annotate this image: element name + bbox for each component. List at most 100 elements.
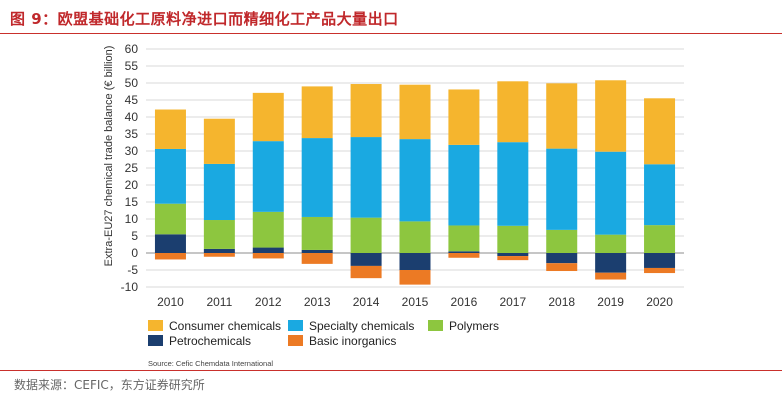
legend-swatch-basic-inorganics xyxy=(288,335,303,346)
bars xyxy=(154,80,676,285)
bar-consumer-chemicals-2010 xyxy=(154,109,186,149)
bar-basic-inorganics-2015 xyxy=(399,270,431,285)
x-tick-label: 2010 xyxy=(157,295,184,309)
title-divider xyxy=(0,33,782,34)
bar-petrochemicals-2015 xyxy=(399,253,431,270)
bar-polymers-2011 xyxy=(203,220,235,249)
bar-polymers-2012 xyxy=(252,211,284,248)
legend-swatch-petrochemicals xyxy=(148,335,163,346)
axis-ticks: -10 -5 0 5 10 15 20 25 30 35 40 45 50 55 60 2010 2011 201… xyxy=(121,42,674,309)
bar-basic-inorganics-2019 xyxy=(595,272,627,280)
bar-consumer-chemicals-2020 xyxy=(644,98,676,165)
bar-basic-inorganics-2013 xyxy=(301,253,333,264)
footer-divider xyxy=(0,370,782,371)
bar-basic-inorganics-2011 xyxy=(203,253,235,257)
bar-consumer-chemicals-2012 xyxy=(252,92,284,142)
bar-petrochemicals-2012 xyxy=(252,247,284,253)
gridlines xyxy=(146,48,684,288)
y-tick-label: 20 xyxy=(125,178,139,192)
y-tick-label: -10 xyxy=(121,280,139,294)
bar-petrochemicals-2017 xyxy=(497,253,529,257)
bar-basic-inorganics-2018 xyxy=(546,263,578,272)
y-tick-label: 55 xyxy=(125,59,139,73)
x-tick-label: 2017 xyxy=(499,295,526,309)
trade-balance-chart: -10 -5 0 5 10 15 20 25 30 35 40 45 50 55 60 2010 2011 201… xyxy=(103,42,684,368)
bar-specialty-chemicals-2016 xyxy=(448,144,480,226)
bar-basic-inorganics-2017 xyxy=(497,256,529,261)
bar-consumer-chemicals-2014 xyxy=(350,84,382,138)
bar-specialty-chemicals-2015 xyxy=(399,139,431,222)
bar-consumer-chemicals-2011 xyxy=(203,118,235,164)
bar-specialty-chemicals-2010 xyxy=(154,148,186,204)
y-tick-label: 15 xyxy=(125,195,139,209)
bar-specialty-chemicals-2011 xyxy=(203,163,235,221)
y-tick-label: 50 xyxy=(125,76,139,90)
x-tick-label: 2018 xyxy=(548,295,575,309)
y-tick-label: 35 xyxy=(125,127,139,141)
bar-specialty-chemicals-2020 xyxy=(644,164,676,226)
legend-swatch-polymers xyxy=(428,320,443,331)
bar-polymers-2019 xyxy=(595,234,627,253)
y-axis-title: Extra-EU27 chemical trade balance (€ bil… xyxy=(103,46,115,267)
legend-label-petrochemicals: Petrochemicals xyxy=(169,334,251,348)
x-tick-label: 2016 xyxy=(451,295,478,309)
chart-source-note: Source: Cefic Chemdata International xyxy=(148,359,273,368)
bar-consumer-chemicals-2013 xyxy=(301,86,333,139)
legend-swatch-specialty-chemicals xyxy=(288,320,303,331)
bar-consumer-chemicals-2017 xyxy=(497,81,529,143)
bar-petrochemicals-2018 xyxy=(546,253,578,264)
bar-petrochemicals-2010 xyxy=(154,234,186,253)
y-tick-label: 40 xyxy=(125,110,139,124)
legend-swatch-consumer-chemicals xyxy=(148,320,163,331)
bar-petrochemicals-2019 xyxy=(595,253,627,273)
bar-polymers-2013 xyxy=(301,216,333,250)
bar-polymers-2017 xyxy=(497,225,529,253)
legend-label-specialty-chemicals: Specialty chemicals xyxy=(309,319,414,333)
y-tick-label: 25 xyxy=(125,161,139,175)
y-tick-label: -5 xyxy=(127,263,138,277)
y-tick-label: 60 xyxy=(125,42,139,56)
figure-title: 图 9：欧盟基础化工原料净进口而精细化工产品大量出口 xyxy=(10,10,399,28)
x-tick-label: 2019 xyxy=(597,295,624,309)
x-tick-label: 2013 xyxy=(304,295,331,309)
y-tick-label: 30 xyxy=(125,144,139,158)
bar-specialty-chemicals-2019 xyxy=(595,151,627,235)
bar-basic-inorganics-2014 xyxy=(350,265,382,279)
bar-specialty-chemicals-2012 xyxy=(252,141,284,212)
y-tick-label: 5 xyxy=(131,229,138,243)
bar-petrochemicals-2014 xyxy=(350,253,382,266)
legend-label-basic-inorganics: Basic inorganics xyxy=(309,334,396,348)
bar-petrochemicals-2016 xyxy=(448,251,480,253)
bar-petrochemicals-2013 xyxy=(301,249,333,253)
bar-basic-inorganics-2020 xyxy=(644,267,676,274)
bar-specialty-chemicals-2018 xyxy=(546,148,578,230)
y-tick-label: 0 xyxy=(131,246,138,260)
bar-polymers-2015 xyxy=(399,221,431,253)
bar-specialty-chemicals-2013 xyxy=(301,138,333,217)
y-tick-label: 10 xyxy=(125,212,139,226)
bar-polymers-2014 xyxy=(350,217,382,253)
x-tick-label: 2015 xyxy=(402,295,429,309)
bar-consumer-chemicals-2016 xyxy=(448,89,480,145)
bar-basic-inorganics-2010 xyxy=(154,253,186,260)
bar-petrochemicals-2020 xyxy=(644,253,676,268)
bar-polymers-2018 xyxy=(546,229,578,253)
bar-specialty-chemicals-2017 xyxy=(497,142,529,226)
bar-petrochemicals-2011 xyxy=(203,248,235,253)
x-tick-label: 2014 xyxy=(353,295,380,309)
bar-consumer-chemicals-2018 xyxy=(546,83,578,149)
bar-basic-inorganics-2016 xyxy=(448,253,480,258)
bar-consumer-chemicals-2015 xyxy=(399,84,431,140)
x-tick-label: 2011 xyxy=(206,295,232,309)
bar-basic-inorganics-2012 xyxy=(252,253,284,259)
legend-label-polymers: Polymers xyxy=(449,319,499,333)
bar-specialty-chemicals-2014 xyxy=(350,137,382,218)
bar-polymers-2010 xyxy=(154,203,186,235)
x-tick-label: 2012 xyxy=(255,295,282,309)
bar-polymers-2016 xyxy=(448,225,480,252)
bar-polymers-2020 xyxy=(644,225,676,253)
bar-consumer-chemicals-2019 xyxy=(595,80,627,152)
data-source-footer: 数据来源：CEFIC，东方证券研究所 xyxy=(14,378,205,392)
y-tick-label: 45 xyxy=(125,93,139,107)
x-tick-label: 2020 xyxy=(646,295,673,309)
